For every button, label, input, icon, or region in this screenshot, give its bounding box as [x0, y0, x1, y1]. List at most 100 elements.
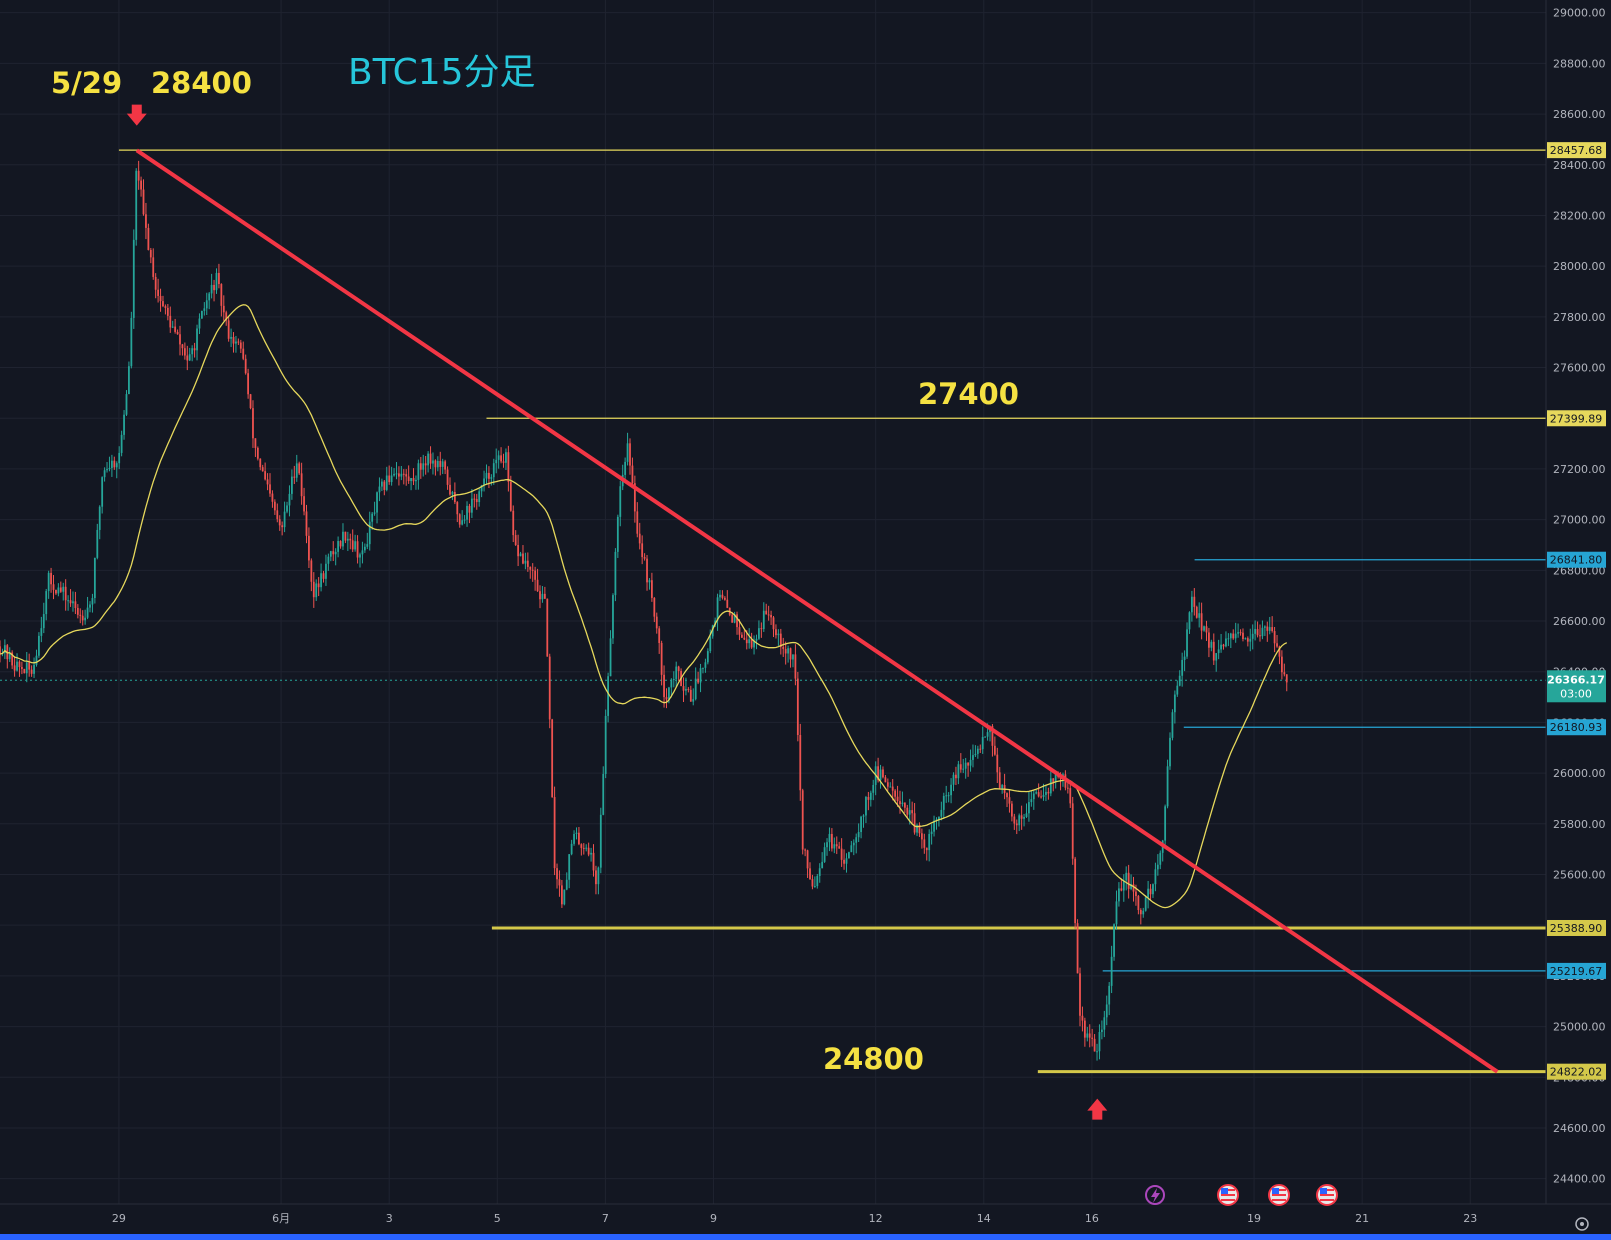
price-label: 25388.90 [1550, 922, 1603, 935]
candle-body [407, 476, 410, 482]
candle-body [295, 463, 298, 478]
candle-body [573, 834, 575, 844]
price-label-bg [1547, 551, 1606, 568]
candle-body [775, 629, 777, 636]
candle-body [152, 257, 155, 277]
candle-body [439, 460, 442, 467]
candle-body [641, 543, 644, 558]
candle-body [1120, 888, 1123, 891]
candle-body [1127, 872, 1130, 889]
candle-body [3, 645, 6, 653]
candle-body [47, 572, 50, 592]
candle-body [852, 842, 855, 846]
candle-body [55, 589, 57, 594]
candle-body [740, 634, 743, 638]
candle-body [171, 326, 174, 328]
candle-body [1239, 632, 1242, 634]
candle-body [595, 870, 597, 885]
candle-body [1045, 791, 1047, 795]
candle-body [1229, 633, 1232, 639]
us-flag-icon[interactable] [1217, 1184, 1239, 1206]
candle-body [877, 766, 880, 781]
candle-body [998, 772, 1001, 789]
candle-body [159, 295, 162, 302]
candle-body [514, 535, 517, 545]
candle-body [463, 519, 466, 521]
candle-body [453, 492, 456, 503]
candle-body [288, 493, 291, 506]
candle-body [1210, 641, 1213, 648]
candle-body [938, 816, 940, 820]
time-tick-label: 3 [386, 1212, 393, 1225]
candle-body [273, 501, 276, 511]
candle-body [981, 737, 984, 750]
candle-body [334, 551, 337, 555]
candle-body [826, 842, 828, 848]
candle-body [918, 824, 921, 834]
candle-body [850, 845, 853, 853]
candle-body [480, 485, 483, 492]
candle-body [18, 661, 21, 668]
candle-body [612, 595, 614, 639]
candle-body [1227, 638, 1230, 640]
time-tick-label: 19 [1247, 1212, 1261, 1225]
time-tick-label: 23 [1463, 1212, 1477, 1225]
trendline[interactable] [135, 148, 1499, 1074]
candle-body [1173, 694, 1176, 713]
candle-body [694, 678, 697, 700]
annotation-27400: 27400 [918, 377, 1019, 411]
candle-body [1135, 891, 1137, 897]
candle-body [1220, 644, 1222, 650]
us-flag-icon[interactable] [1316, 1184, 1338, 1206]
candle-body [227, 320, 230, 339]
candle-body [1149, 888, 1152, 895]
candle-body [894, 790, 897, 797]
candle-body [884, 777, 887, 783]
candle-body [86, 607, 89, 618]
candle-body [1273, 631, 1276, 644]
candle-body [636, 511, 639, 534]
candle-body [1110, 956, 1113, 986]
candle-body [271, 493, 274, 502]
candle-body [648, 580, 651, 583]
time-tick-label: 12 [869, 1212, 883, 1225]
candle-body [830, 833, 833, 849]
candle-body [11, 652, 14, 666]
candle-body [244, 358, 247, 374]
candle-body [28, 662, 31, 670]
candle-body [490, 477, 493, 479]
time-axis[interactable]: 29 6月 3 5 7 9 12 14 16 19 21 23 [112, 1212, 1477, 1225]
candle-body [599, 814, 602, 868]
candle-body [1249, 638, 1252, 642]
candle-body [64, 586, 67, 601]
candle-body [1040, 796, 1042, 798]
candle-body [320, 573, 322, 588]
candle-body [950, 784, 952, 796]
candle-body [665, 697, 668, 700]
price-tick-label: 28000.00 [1553, 260, 1606, 273]
candle-body [1132, 884, 1135, 892]
candle-body [196, 328, 198, 351]
time-tick-label: 29 [112, 1212, 126, 1225]
candle-body [945, 795, 948, 797]
price-label-bg [1547, 962, 1606, 979]
candle-body [1176, 685, 1179, 695]
candle-body [261, 467, 264, 472]
candle-body [337, 541, 340, 552]
price-tick-label: 27000.00 [1553, 514, 1606, 527]
candle-body [502, 461, 505, 463]
candle-body [916, 824, 918, 833]
candle-body [67, 600, 70, 602]
candle-body [1028, 802, 1030, 814]
candle-body [446, 469, 449, 485]
candle-body [1183, 656, 1186, 660]
candle-body [1164, 806, 1167, 841]
candle-body [415, 479, 417, 482]
candle-body [753, 640, 755, 648]
annotation-low: 24800 [823, 1042, 924, 1076]
us-flag-icon[interactable] [1268, 1184, 1290, 1206]
settings-gear-icon[interactable] [1575, 1217, 1589, 1231]
candle-body [570, 843, 573, 855]
